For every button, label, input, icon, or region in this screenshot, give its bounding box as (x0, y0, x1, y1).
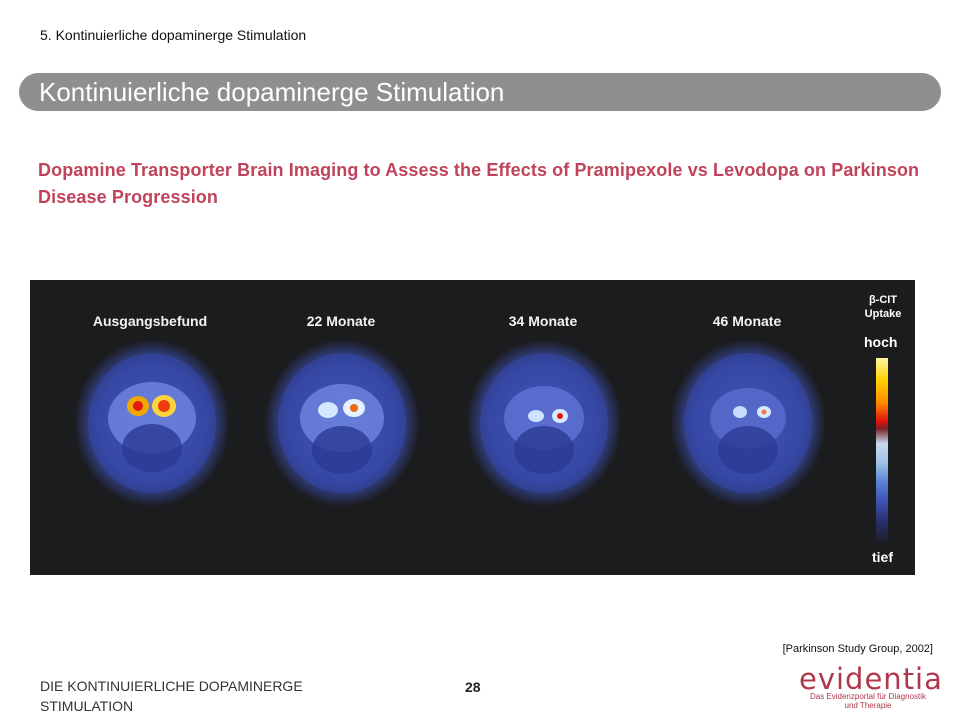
legend-title-line1: β-CIT (868, 294, 898, 306)
breadcrumb: 5. Kontinuierliche dopaminerge Stimulati… (40, 27, 307, 43)
logo-tagline-line1: Das Evidenzportal für Diagnostik (809, 692, 927, 701)
logo-tagline: Das Evidenzportal für Diagnostik und The… (793, 692, 943, 710)
legend-high-label: hoch (864, 334, 898, 350)
legend-title: β-CIT Uptake (863, 293, 903, 321)
scan-label-46-months: 46 Monate (712, 313, 782, 329)
uptake-colorbar (876, 358, 888, 544)
legend-title-line2: Uptake (864, 308, 902, 320)
page-title: Kontinuierliche dopaminerge Stimulation (39, 77, 505, 107)
slide-subtitle: Dopamine Transporter Brain Imaging to As… (38, 160, 920, 207)
legend-low-label: tief (872, 549, 893, 565)
logo-tagline-line2: und Therapie (844, 701, 892, 710)
brain-scan-baseline (74, 339, 230, 507)
scan-label-22-months: 22 Monate (306, 313, 376, 329)
title-bar: Kontinuierliche dopaminerge Stimulation (19, 73, 941, 111)
evidentia-logo: evidentia Das Evidenzportal für Diagnost… (793, 662, 943, 712)
brain-scan-22-months (264, 339, 420, 507)
page-number: 28 (465, 679, 481, 695)
citation: [Parkinson Study Group, 2002] (782, 643, 933, 655)
brain-scan-46-months (670, 339, 826, 507)
logo-wordmark: evidentia (799, 662, 943, 696)
footer-section-title: DIE KONTINUIERLICHE DOPAMINERGE STIMULAT… (40, 678, 303, 714)
brain-scan-34-months (466, 339, 622, 507)
brain-scan-figure: Ausgangsbefund 22 Monate 34 Monate 46 Mo… (30, 280, 915, 575)
scan-label-baseline: Ausgangsbefund (92, 313, 208, 329)
scan-label-34-months: 34 Monate (508, 313, 578, 329)
